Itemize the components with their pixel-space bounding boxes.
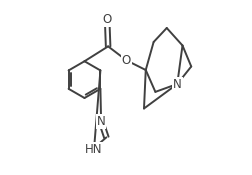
Text: N: N [172, 78, 181, 90]
Text: HN: HN [85, 143, 103, 156]
Text: O: O [102, 13, 111, 26]
Text: N: N [96, 115, 105, 128]
Text: O: O [121, 54, 131, 67]
